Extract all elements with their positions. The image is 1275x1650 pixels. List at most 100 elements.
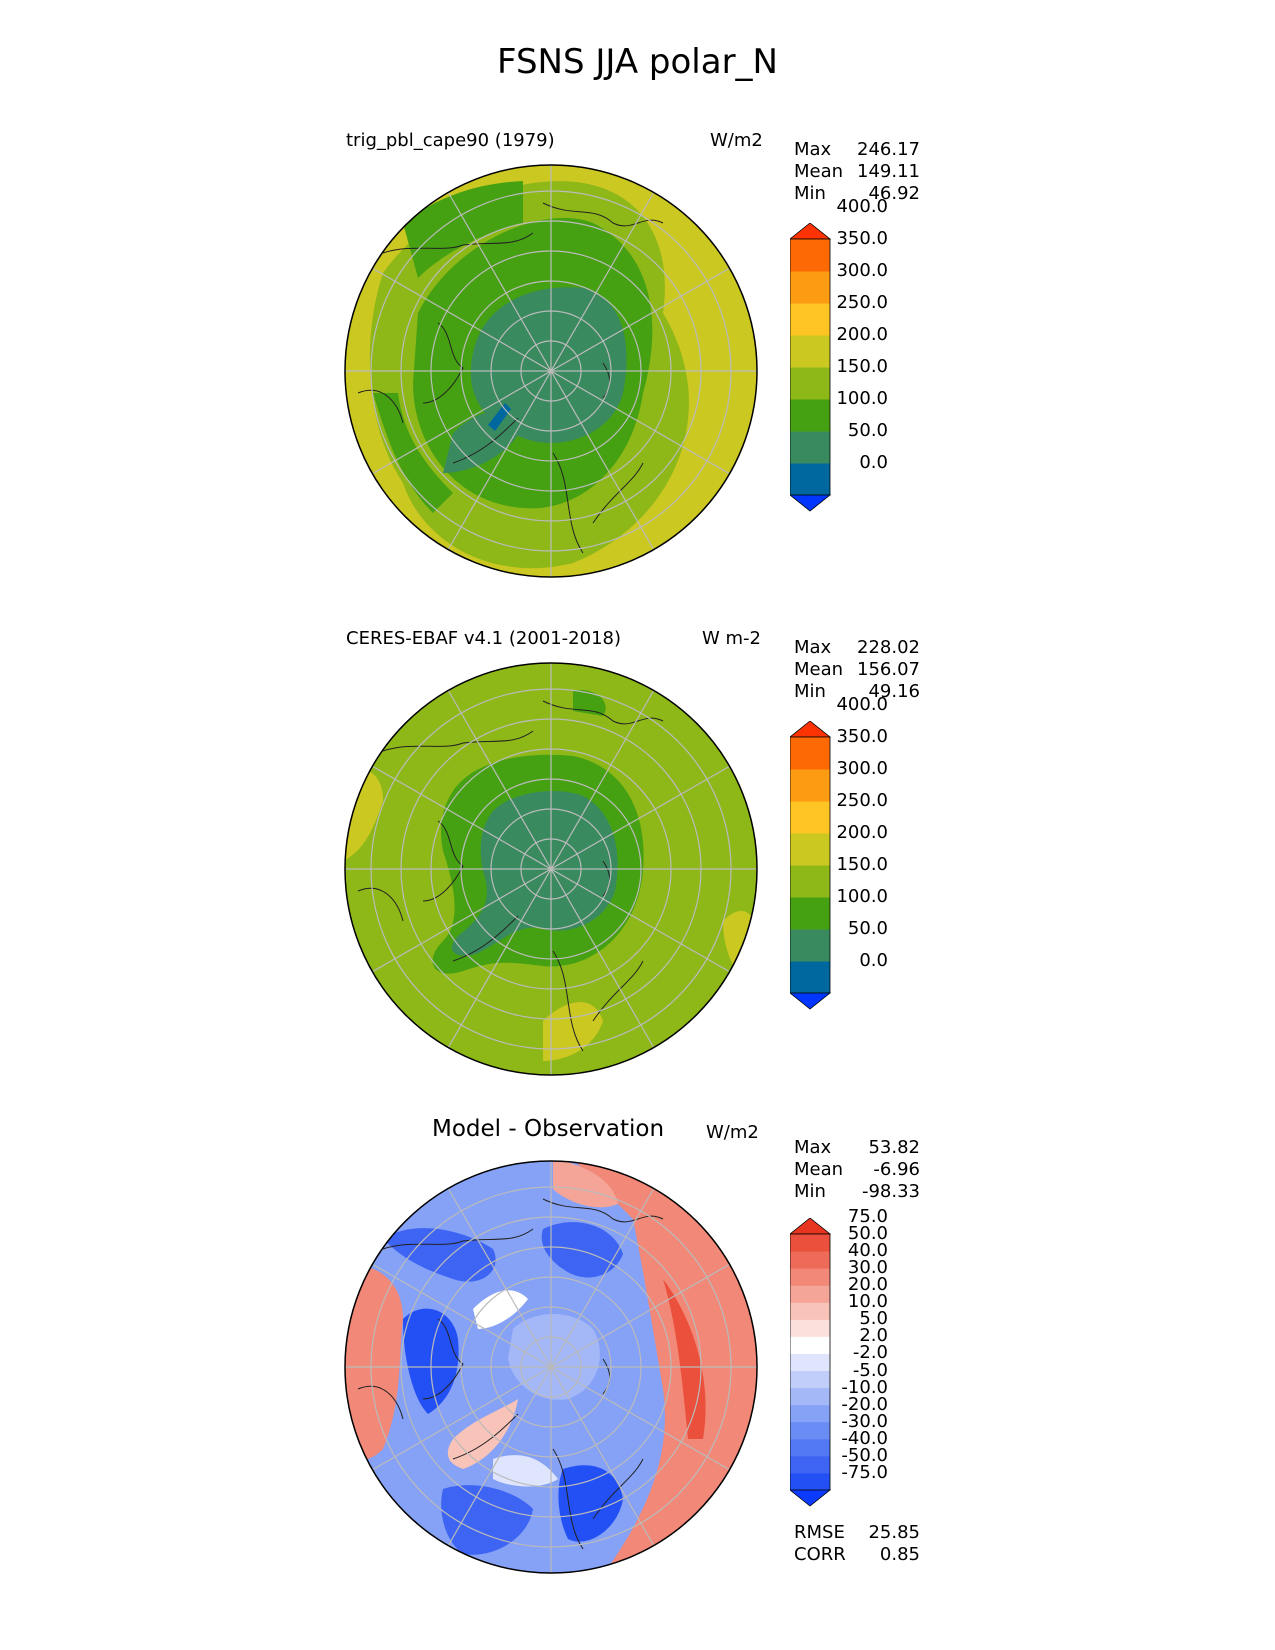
- colorbar-frame: [790, 736, 831, 994]
- colorbar-tick-label: 200.0: [836, 324, 888, 345]
- stat-value-min: 46.92: [868, 183, 920, 204]
- colorbar-tick-label: 50.0: [847, 420, 888, 441]
- colorbar-swatch: [790, 431, 830, 464]
- stat-label-min: Min: [794, 1181, 826, 1202]
- colorbar-swatch: [790, 1302, 830, 1320]
- stats-block: Max 246.17 Mean 149.11 Min 46.92: [794, 139, 920, 205]
- colorbar-difference: [790, 1218, 832, 1507]
- colorbar-tick-label: 75.0: [847, 1205, 888, 1227]
- colorbar-swatch: [790, 399, 830, 432]
- colorbar-swatch: [790, 897, 830, 930]
- colorbar-tick-label: 40.0: [847, 1240, 888, 1262]
- colorbar-swatch: [790, 1472, 830, 1491]
- colorbar-tick-label: -2.0: [852, 1342, 888, 1364]
- colorbar-extend-min: [790, 494, 832, 512]
- map-boundary: [344, 662, 758, 1076]
- colorbar-tick-label: 100.0: [836, 886, 888, 907]
- field-region-negative-strong-b: [541, 1222, 623, 1278]
- colorbar-tick-label: 300.0: [836, 260, 888, 281]
- stat-label-mean: Mean: [794, 659, 844, 680]
- graticule: [345, 1161, 757, 1573]
- polar-map-reference: [344, 662, 758, 1076]
- colorbar-tick-label: -40.0: [841, 1427, 888, 1449]
- panel-units: W/m2: [706, 1122, 759, 1143]
- colorbar-extend-min: [790, 992, 832, 1010]
- colorbar-swatch: [790, 1268, 830, 1286]
- colorbar-swatch: [790, 769, 830, 802]
- colorbar-tick-label: -50.0: [841, 1444, 888, 1466]
- stat-label-mean: Mean: [794, 1159, 844, 1180]
- colorbar-tick-label: 10.0: [847, 1291, 888, 1313]
- colorbar-swatch: [790, 1370, 830, 1389]
- colorbar-tick-label: 0.0: [859, 950, 888, 971]
- field-region-100: [451, 791, 618, 956]
- colorbar-swatch: [790, 303, 830, 336]
- stats-block: Max 228.02 Mean 156.07 Min 49.16: [794, 637, 920, 703]
- map-boundary: [344, 1160, 758, 1574]
- colorbar-swatch: [790, 865, 830, 898]
- colorbar-swatch: [790, 271, 830, 304]
- colorbar-swatch: [790, 1336, 830, 1354]
- panel-title: CERES-EBAF v4.1 (2001-2018): [346, 628, 622, 649]
- stat-value-mean: 149.11: [857, 161, 920, 182]
- colorbar-tick-label: 0.0: [859, 452, 888, 473]
- field-region-neutral: [473, 1290, 528, 1329]
- graticule: [345, 165, 757, 577]
- stat-value-max: 246.17: [857, 139, 920, 160]
- colorbar-tick-label: -30.0: [841, 1410, 888, 1432]
- colorbar-swatch: [790, 737, 830, 770]
- colorbar-extend-max: [790, 1218, 832, 1235]
- stat-label-min: Min: [794, 183, 826, 204]
- colorbar-swatch: [790, 961, 830, 994]
- colorbar-reference: [790, 721, 832, 1010]
- colorbar-swatch: [790, 833, 830, 866]
- field-region-150-c: [373, 393, 453, 513]
- field-region-negative-strong: [383, 1228, 496, 1282]
- colorbar-tick-label: 400.0: [836, 196, 888, 217]
- colorbar-swatch: [790, 367, 830, 400]
- polar-map-test: [344, 164, 758, 578]
- colorbar-tick-label: 350.0: [836, 228, 888, 249]
- colorbar-tick-label: -5.0: [852, 1359, 888, 1381]
- colorbar-swatch: [790, 335, 830, 368]
- stat-value-mean: -6.96: [873, 1159, 920, 1180]
- map-boundary: [344, 164, 758, 578]
- coastlines: [357, 1198, 664, 1550]
- colorbar-swatch: [790, 1353, 830, 1372]
- panel-test: trig_pbl_cape90 (1979) W/m2 Max 246.17 Me…: [0, 130, 1275, 620]
- colorbar-frame: [790, 238, 831, 496]
- colorbar-swatch: [790, 1387, 830, 1406]
- panel-reference: CERES-EBAF v4.1 (2001-2018) W m-2 Max 228…: [0, 628, 1275, 1118]
- field-region-100-b: [443, 411, 523, 473]
- colorbar-swatch: [790, 463, 830, 496]
- graticule: [345, 663, 757, 1075]
- colorbar-tick-label: -75.0: [841, 1461, 888, 1483]
- colorbar-frame: [790, 1233, 831, 1491]
- stat-label-corr: CORR: [794, 1544, 846, 1565]
- colorbar-swatch: [790, 1319, 830, 1337]
- colorbar-tick-label: 300.0: [836, 758, 888, 779]
- stat-value-max: 53.82: [868, 1137, 920, 1158]
- stat-value-min: 49.16: [868, 681, 920, 702]
- colorbar-swatch: [790, 801, 830, 834]
- colorbar-extend-min: [790, 1489, 832, 1507]
- colorbar-swatch: [790, 1438, 830, 1457]
- field-region-neutral-b: [493, 1455, 558, 1487]
- extra-stats-block: RMSE 25.85 CORR 0.85: [794, 1522, 920, 1566]
- colorbar-tick-label: 150.0: [836, 854, 888, 875]
- colorbar-tick-label: 50.0: [847, 1223, 888, 1244]
- stat-label-max: Max: [794, 637, 832, 658]
- stat-value-corr: 0.85: [879, 1544, 920, 1565]
- field-region-150-b: [403, 181, 523, 278]
- stat-label-rmse: RMSE: [794, 1522, 845, 1543]
- colorbar-test: [790, 223, 832, 512]
- colorbar-swatch: [790, 1421, 830, 1440]
- panel-title: Model - Observation: [432, 1116, 665, 1142]
- field-region-positive-north: [553, 1161, 618, 1208]
- panel-title: trig_pbl_cape90 (1979): [346, 130, 555, 151]
- colorbar-tick-label: 150.0: [836, 356, 888, 377]
- colorbar-tick-label: 20.0: [847, 1274, 888, 1296]
- colorbar-swatch: [790, 929, 830, 962]
- stats-block: Max 53.82 Mean -6.96 Min -98.33: [794, 1137, 920, 1203]
- colorbar-extend-max: [790, 721, 832, 738]
